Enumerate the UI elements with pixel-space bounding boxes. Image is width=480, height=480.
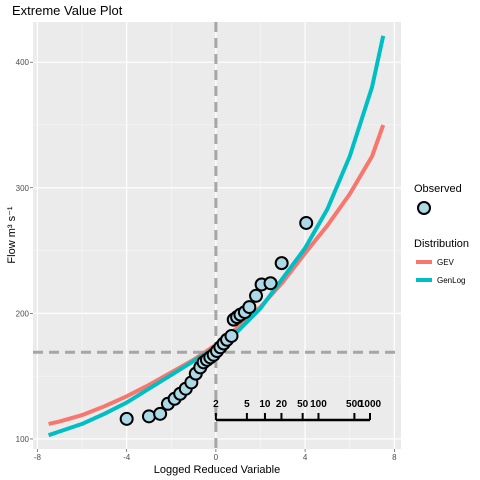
observed-point [249,288,264,303]
legend-gev-label: GEV [437,258,455,267]
legend: Observed Distribution GEV GenLog [414,183,469,285]
y-axis-title: Flow m³ s⁻¹ [6,206,18,263]
return-period-label: 20 [276,399,288,410]
observed-point [263,276,278,291]
observed-point [242,300,257,315]
chart-title: Extreme Value Plot [12,3,123,18]
return-period-label: 100 [310,399,327,410]
x-tick-label: 0 [214,453,219,462]
observed-points [119,215,314,426]
return-period-label: 10 [259,399,271,410]
legend-observed-key [417,201,431,215]
return-period-label: 5 [244,399,250,410]
observed-point [141,409,156,424]
legend-observed-title: Observed [414,183,462,195]
observed-point [224,328,239,343]
axis-ticks: -8 -4 0 4 8 100 200 300 400 [16,58,397,462]
return-period-label: 1000 [359,399,382,410]
legend-distribution-title: Distribution [414,238,469,250]
x-tick-label: 8 [392,453,397,462]
y-tick-label: 200 [16,309,30,318]
x-tick-label: -4 [123,453,131,462]
observed-point [153,406,168,421]
y-tick-label: 400 [16,58,30,67]
observed-point [274,256,289,271]
legend-genlog-label: GenLog [437,276,465,285]
x-tick-label: 4 [303,453,308,462]
x-axis-title: Logged Reduced Variable [154,464,280,476]
observed-point [299,215,314,230]
return-period-label: 50 [297,399,309,410]
y-tick-label: 300 [16,184,30,193]
observed-point [119,411,134,426]
return-period-label: 2 [213,399,219,410]
return-period-label: 500 [346,399,363,410]
y-tick-label: 100 [16,435,30,444]
x-tick-label: -8 [34,453,42,462]
